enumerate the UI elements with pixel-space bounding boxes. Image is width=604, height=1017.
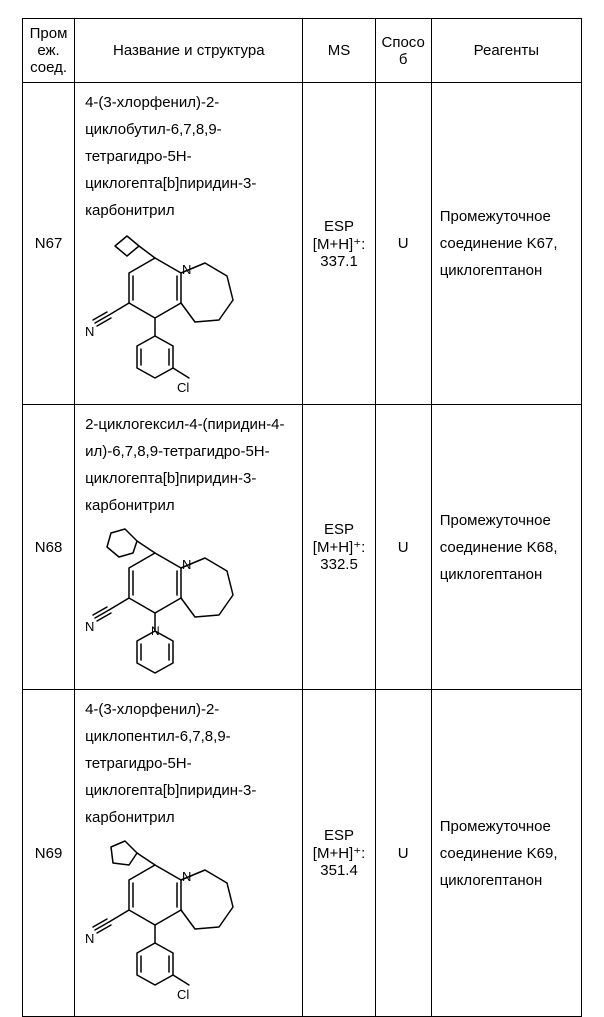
compound-table: Промеж.соед. Название и структура MS Спо…	[22, 18, 582, 1017]
table-row: N69 4-(3-хлорфенил)-2-циклопентил-6,7,8,…	[23, 690, 582, 1017]
header-id: Промеж.соед.	[23, 19, 75, 83]
structure-diagram: N N Cl	[85, 228, 255, 398]
svg-text:N: N	[151, 624, 160, 638]
cell-ms: ESP[M+H]⁺:351.4	[303, 690, 375, 1017]
svg-text:Cl: Cl	[177, 380, 189, 395]
header-method: Способ	[375, 19, 431, 83]
cell-method: U	[375, 405, 431, 690]
table-header-row: Промеж.соед. Название и структура MS Спо…	[23, 19, 582, 83]
cell-method: U	[375, 83, 431, 405]
svg-text:Cl: Cl	[177, 987, 189, 1002]
cell-id: N67	[23, 83, 75, 405]
compound-name: 2-циклогексил-4-(пиридин-4-ил)-6,7,8,9-т…	[85, 411, 298, 519]
table-body: N67 4-(3-хлорфенил)-2-циклобутил-6,7,8,9…	[23, 83, 582, 1017]
cell-id: N68	[23, 405, 75, 690]
cell-reagents: Промежуточное соединение K68,циклогептан…	[431, 405, 581, 690]
compound-name: 4-(3-хлорфенил)-2-циклобутил-6,7,8,9-тет…	[85, 89, 298, 224]
cell-reagents: Промежуточное соединение K69,циклогептан…	[431, 690, 581, 1017]
cell-ms: ESP[M+H]⁺:337.1	[303, 83, 375, 405]
cell-name-structure: 2-циклогексил-4-(пиридин-4-ил)-6,7,8,9-т…	[75, 405, 303, 690]
cell-ms: ESP[M+H]⁺:332.5	[303, 405, 375, 690]
cell-name-structure: 4-(3-хлорфенил)-2-циклобутил-6,7,8,9-тет…	[75, 83, 303, 405]
compound-name: 4-(3-хлорфенил)-2-циклопентил-6,7,8,9-те…	[85, 696, 298, 831]
cell-method: U	[375, 690, 431, 1017]
structure-diagram: N N N	[85, 523, 255, 683]
table-row: N68 2-циклогексил-4-(пиридин-4-ил)-6,7,8…	[23, 405, 582, 690]
cell-name-structure: 4-(3-хлорфенил)-2-циклопентил-6,7,8,9-те…	[75, 690, 303, 1017]
svg-text:N: N	[85, 324, 94, 339]
header-reagents: Реагенты	[431, 19, 581, 83]
svg-text:N: N	[85, 931, 94, 946]
header-name: Название и структура	[75, 19, 303, 83]
svg-text:N: N	[85, 619, 94, 634]
header-ms: MS	[303, 19, 375, 83]
table-row: N67 4-(3-хлорфенил)-2-циклобутил-6,7,8,9…	[23, 83, 582, 405]
structure-diagram: N N Cl	[85, 835, 255, 1010]
cell-id: N69	[23, 690, 75, 1017]
cell-reagents: Промежуточное соединение K67,циклогептан…	[431, 83, 581, 405]
